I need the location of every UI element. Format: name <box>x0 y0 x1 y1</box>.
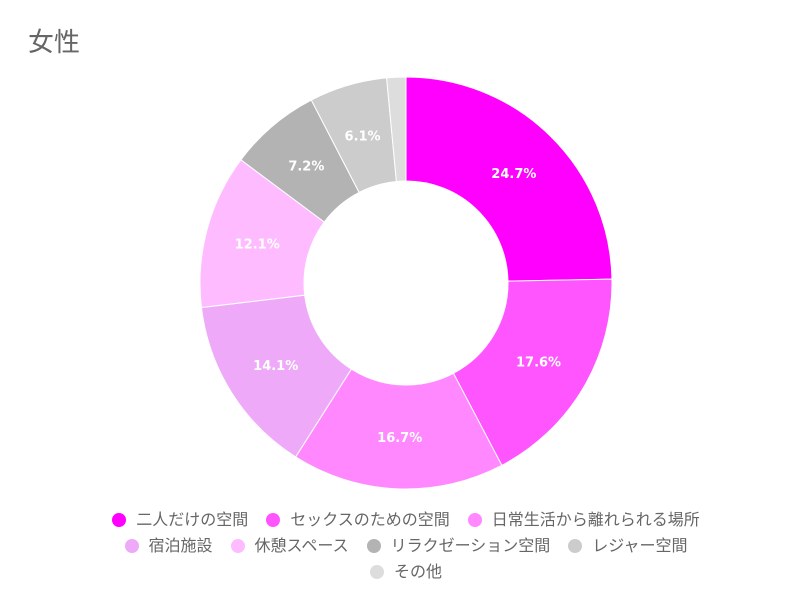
slice-label: 12.1% <box>235 237 280 252</box>
slice-label: 17.6% <box>516 355 561 370</box>
legend-marker <box>230 539 245 553</box>
slice-label: 16.7% <box>377 431 422 446</box>
slice-label: 7.2% <box>288 160 324 175</box>
legend-marker <box>124 539 139 553</box>
legend-item[interactable]: セックスのための空間 <box>266 507 450 533</box>
legend-marker <box>467 513 482 527</box>
legend-marker <box>369 565 384 579</box>
legend-label: レジャー空間 <box>592 536 688 555</box>
legend-item[interactable]: リラクゼーション空間 <box>366 533 551 559</box>
legend-label: 宿泊施設 <box>148 536 213 555</box>
legend-item[interactable]: レジャー空間 <box>568 533 688 559</box>
donut-chart: 24.7% 17.6% 16.7% 14.1% 12.1% 7.2% 6.1% <box>199 76 613 490</box>
slice-0[interactable] <box>405 76 613 282</box>
slice-label: 6.1% <box>345 129 381 144</box>
legend-label: 二人だけの空間 <box>136 510 249 529</box>
legend-marker <box>568 539 583 553</box>
legend-item[interactable]: その他 <box>369 559 442 585</box>
legend-item[interactable]: 休憩スペース <box>230 533 349 559</box>
legend-item[interactable]: 日常生活から離れられる場所 <box>467 507 700 533</box>
legend-label: 日常生活から離れられる場所 <box>491 510 700 529</box>
slice-7[interactable] <box>386 76 407 182</box>
chart-title: 女性 <box>28 28 81 58</box>
legend-label: セックスのための空間 <box>290 510 450 529</box>
slice-1[interactable] <box>452 278 613 467</box>
legend-item[interactable]: 宿泊施設 <box>124 533 213 559</box>
legend-marker <box>266 513 281 527</box>
slice-2[interactable] <box>294 368 503 490</box>
legend-label: リラクゼーション空間 <box>390 536 551 555</box>
slice-label: 24.7% <box>491 167 536 182</box>
slice-label: 14.1% <box>253 359 298 374</box>
legend: 二人だけの空間 セックスのための空間 日常生活から離れられる場所宿泊施設 休憩スペース… <box>40 507 772 585</box>
legend-label: 休憩スペース <box>254 536 349 555</box>
legend-item[interactable]: 二人だけの空間 <box>112 507 248 533</box>
legend-marker <box>112 513 127 527</box>
slice-3[interactable] <box>200 294 353 458</box>
legend-label: その他 <box>393 562 442 581</box>
legend-marker <box>366 539 381 553</box>
